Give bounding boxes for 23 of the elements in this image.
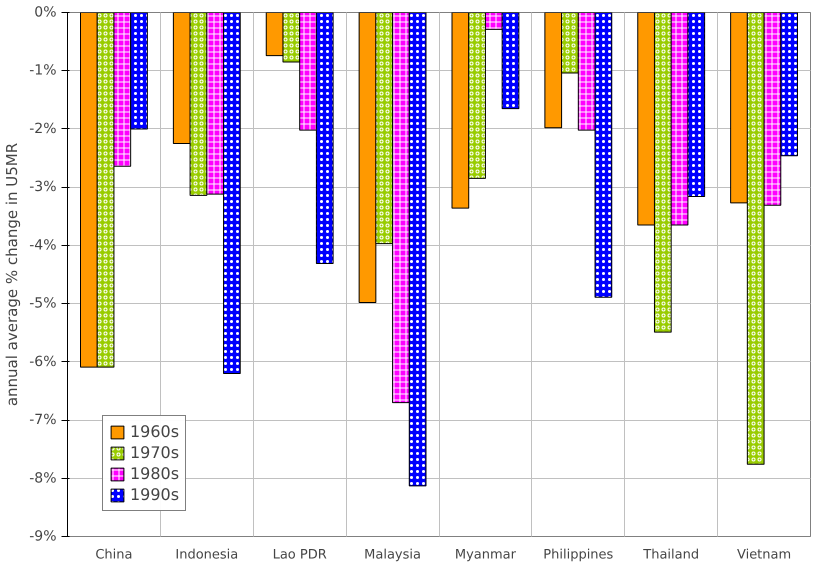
x-tick-label: China <box>95 548 133 562</box>
x-tick-label: Indonesia <box>175 548 238 562</box>
x-tick-label: Thailand <box>642 548 700 562</box>
legend-label: 1990s <box>130 485 180 504</box>
y-tick-label: -3% <box>29 179 57 196</box>
y-tick-label: -5% <box>29 296 57 312</box>
y-tick-label: -8% <box>29 470 57 486</box>
x-tick-label: Philippines <box>543 548 614 562</box>
y-tick-label: -6% <box>29 354 57 370</box>
x-tick-label: Myanmar <box>454 548 517 562</box>
legend-label: 1980s <box>130 464 180 483</box>
x-tick-label: Lao PDR <box>272 548 327 562</box>
y-tick-label: -2% <box>29 120 57 137</box>
y-tick-label: 0% <box>34 4 57 20</box>
y-axis-title: annual average % change in U5MR <box>3 142 22 406</box>
legend-label: 1970s <box>130 443 180 462</box>
legend-label: 1960s <box>130 422 180 441</box>
y-tick-label: -7% <box>29 412 57 428</box>
x-tick-label: Malaysia <box>364 548 421 562</box>
y-tick-label: -4% <box>29 237 57 254</box>
y-tick-label: -1% <box>29 62 57 79</box>
y-tick-label: -9% <box>29 528 57 544</box>
x-tick-label: Vietnam <box>736 548 792 562</box>
